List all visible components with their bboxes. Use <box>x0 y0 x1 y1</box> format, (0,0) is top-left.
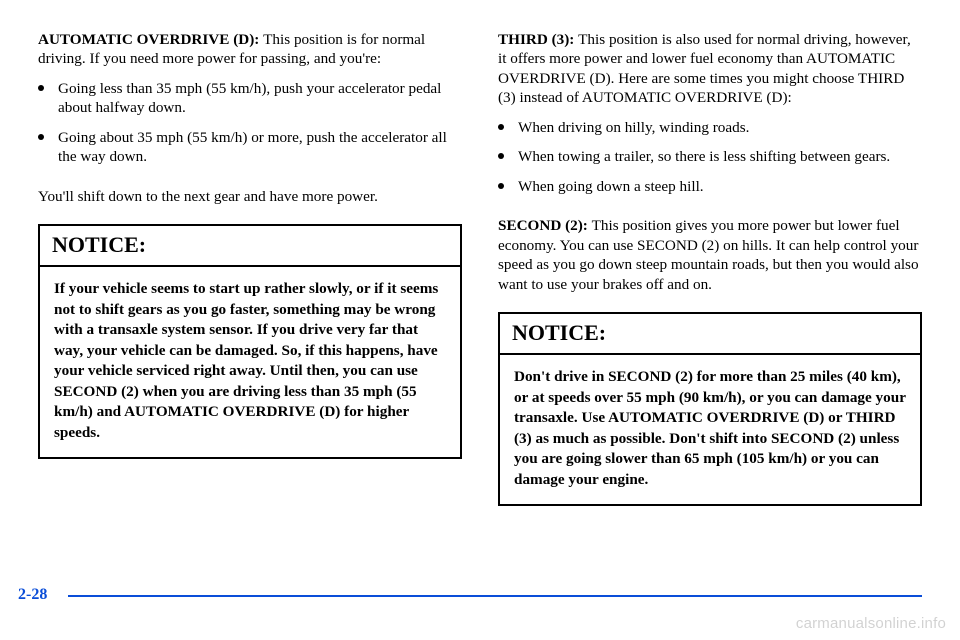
left-para-1-lead: AUTOMATIC OVERDRIVE (D): <box>38 31 263 48</box>
right-notice-text: Don't drive in SECOND (2) for more than … <box>514 367 906 490</box>
left-bullet-2: Going about 35 mph (55 km/h) or more, pu… <box>38 128 462 167</box>
page-content: AUTOMATIC OVERDRIVE (D): This position i… <box>38 30 922 506</box>
right-para-2-lead: SECOND (2): <box>498 217 592 234</box>
page-number: 2-28 <box>18 586 47 604</box>
left-bullet-1: Going less than 35 mph (55 km/h), push y… <box>38 79 462 118</box>
right-notice-title: NOTICE: <box>512 320 606 345</box>
left-para-1: AUTOMATIC OVERDRIVE (D): This position i… <box>38 30 462 69</box>
left-column: AUTOMATIC OVERDRIVE (D): This position i… <box>38 30 462 506</box>
left-notice-body: If your vehicle seems to start up rather… <box>40 267 460 457</box>
right-bullet-2: When towing a trailer, so there is less … <box>498 147 922 166</box>
left-notice-header: NOTICE: <box>40 226 460 267</box>
left-notice-box: NOTICE: If your vehicle seems to start u… <box>38 224 462 459</box>
right-notice-body: Don't drive in SECOND (2) for more than … <box>500 355 920 504</box>
right-bullet-1: When driving on hilly, winding roads. <box>498 118 922 137</box>
page-footer: 2-28 <box>0 584 960 604</box>
right-column: THIRD (3): This position is also used fo… <box>498 30 922 506</box>
watermark-text: carmanualsonline.info <box>796 615 946 632</box>
footer-rule <box>68 595 922 598</box>
left-notice-title: NOTICE: <box>52 232 146 257</box>
right-para-2: SECOND (2): This position gives you more… <box>498 216 922 294</box>
right-para-1-lead: THIRD (3): <box>498 31 578 48</box>
right-para-1: THIRD (3): This position is also used fo… <box>498 30 922 108</box>
right-notice-header: NOTICE: <box>500 314 920 355</box>
left-para-2: You'll shift down to the next gear and h… <box>38 187 462 206</box>
right-bullet-list: When driving on hilly, winding roads. Wh… <box>498 118 922 206</box>
right-bullet-3: When going down a steep hill. <box>498 177 922 196</box>
left-notice-text: If your vehicle seems to start up rather… <box>54 279 446 443</box>
left-bullet-list: Going less than 35 mph (55 km/h), push y… <box>38 79 462 177</box>
right-notice-box: NOTICE: Don't drive in SECOND (2) for mo… <box>498 312 922 506</box>
